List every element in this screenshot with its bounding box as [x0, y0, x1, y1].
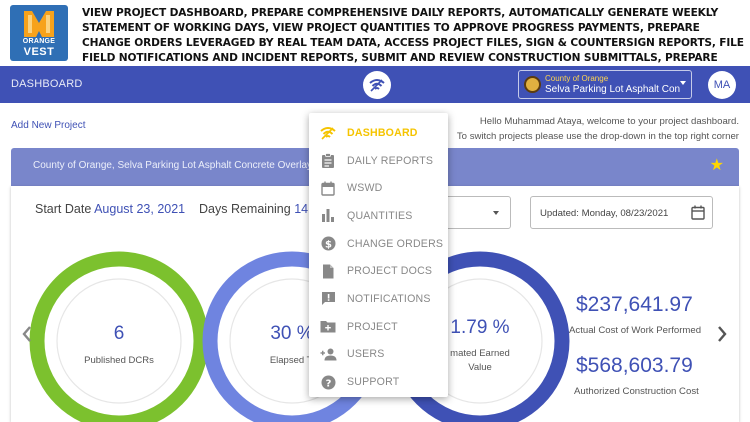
document-icon: [323, 264, 334, 279]
project-select[interactable]: County of Orange Selva Parking Lot Aspha…: [518, 70, 692, 99]
updated-date-value: Updated: Monday, 08/23/2021: [540, 208, 669, 219]
clipboard-icon: [322, 153, 334, 169]
menu-item-label: QUANTITIES: [347, 209, 413, 222]
chevron-right-icon[interactable]: [716, 325, 728, 343]
county-seal-icon: [524, 76, 541, 93]
person-add-icon: [320, 348, 336, 361]
add-new-project-link[interactable]: Add New Project: [11, 120, 86, 131]
calendar-icon[interactable]: [691, 205, 705, 220]
project-card-title: County of Orange, Selva Parking Lot Asph…: [33, 160, 313, 171]
menu-item-users[interactable]: USERS: [309, 341, 448, 369]
gauge-value-dcrs: 6: [113, 323, 125, 344]
gauge-label-earned: mated Earned: [450, 348, 510, 359]
menu-item-wswd[interactable]: WSWD: [309, 174, 448, 202]
welcome-line: Hello Muhammad Ataya, welcome to your pr…: [479, 116, 739, 127]
logo-text-orange: ORANGE: [22, 38, 56, 45]
menu-item-label: USERS: [347, 348, 385, 361]
project-select-value: Selva Parking Lot Asphalt Concre: [545, 84, 680, 95]
menu-item-label: PROJECT: [347, 320, 398, 333]
menu-item-label: SUPPORT: [347, 376, 400, 389]
welcome-message: Hello Muhammad Ataya, welcome to your pr…: [457, 115, 739, 145]
wifi-icon: [369, 79, 385, 92]
gauge-label-dcrs: Published DCRs: [84, 355, 154, 366]
start-date-value: August 23, 2021: [94, 202, 186, 216]
alert-message-icon: [321, 292, 335, 306]
menu-item-label: PROJECT DOCS: [347, 265, 433, 278]
authorized-cost-value: $568,603.79: [576, 354, 693, 377]
menu-item-label: DAILY REPORTS: [347, 154, 434, 167]
actual-cost-value: $237,641.97: [576, 293, 693, 316]
calendar-icon: [321, 181, 335, 196]
chevron-down-icon: [493, 211, 499, 215]
gauge-label-elapsed: Elapsed Ti: [269, 355, 315, 366]
project-select-label: County of Orange: [545, 74, 609, 83]
days-remaining: Days Remaining 14: [199, 202, 308, 216]
wifi-icon: [320, 126, 336, 140]
gauge-label-earned-2: Value: [468, 362, 492, 373]
bar-chart-icon: [322, 209, 334, 223]
gauge-value-elapsed: 30 %: [270, 323, 314, 344]
start-date-label: Start Date: [35, 202, 92, 216]
help-icon: ?: [321, 375, 335, 390]
menu-item-daily-reports[interactable]: DAILY REPORTS: [309, 147, 448, 175]
menu-item-label: CHANGE ORDERS: [347, 237, 444, 250]
page-title: DASHBOARD: [11, 78, 83, 90]
menu-item-notifications[interactable]: NOTIFICATIONS: [309, 285, 448, 313]
svg-text:?: ?: [325, 378, 331, 389]
chevron-down-icon: [680, 81, 686, 85]
menu-item-label: NOTIFICATIONS: [347, 292, 431, 305]
user-avatar[interactable]: MA: [708, 71, 736, 99]
actual-cost-label: Actual Cost of Work Performed: [569, 325, 702, 336]
menu-item-dashboard[interactable]: DASHBOARD: [309, 119, 448, 147]
dollar-icon: $: [321, 236, 335, 251]
welcome-hint: To switch projects please use the drop-d…: [456, 130, 739, 142]
menu-toggle-button[interactable]: [363, 71, 391, 99]
menu-item-change-orders[interactable]: $ CHANGE ORDERS: [309, 230, 448, 258]
menu-item-project-docs[interactable]: PROJECT DOCS: [309, 257, 448, 285]
logo-text-vest: VEST: [23, 46, 55, 58]
svg-text:$: $: [325, 240, 332, 251]
orangevest-logo: ORANGE VEST: [10, 5, 68, 61]
menu-item-project[interactable]: PROJECT: [309, 313, 448, 341]
authorized-cost-label: Authorized Construction Cost: [574, 386, 699, 397]
updated-date-field[interactable]: Updated: Monday, 08/23/2021: [530, 196, 713, 229]
menu-item-support[interactable]: ? SUPPORT: [309, 368, 448, 396]
menu-item-label: DASHBOARD: [347, 126, 418, 139]
navigation-menu: DASHBOARD DAILY REPORTS WSWD QUANTITIES: [309, 113, 448, 397]
menu-item-quantities[interactable]: QUANTITIES: [309, 202, 448, 230]
days-remaining-label: Days Remaining: [199, 202, 291, 216]
star-icon[interactable]: ★: [709, 157, 724, 174]
chevron-left-icon[interactable]: [21, 325, 33, 343]
menu-item-label: WSWD: [347, 182, 383, 195]
feature-description: VIEW PROJECT DASHBOARD, PREPARE COMPREHE…: [82, 7, 744, 79]
start-date: Start Date August 23, 2021: [35, 202, 185, 216]
promo-banner: ORANGE VEST VIEW PROJECT DASHBOARD, PREP…: [0, 0, 750, 79]
gauge-value-earned: 1.79 %: [450, 317, 510, 338]
top-app-bar: DASHBOARD County of Orange Selva Parking…: [0, 66, 750, 103]
vest-icon: [24, 11, 54, 37]
days-remaining-value: 14: [294, 202, 309, 216]
folder-add-icon: [320, 321, 336, 333]
